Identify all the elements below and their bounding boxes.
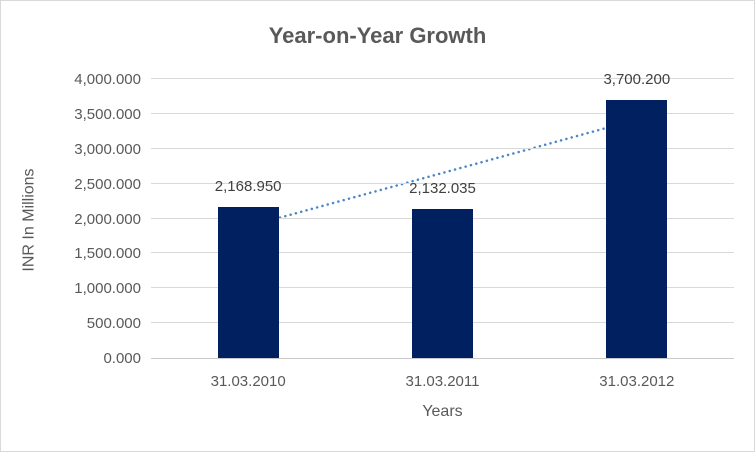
- bar-31.03.2011: [412, 209, 473, 358]
- bar-data-label: 3,700.200: [603, 70, 671, 88]
- x-axis-tick-label: 31.03.2010: [210, 373, 286, 390]
- bar-data-label: 2,168.950: [214, 177, 282, 195]
- bar-31.03.2010: [217, 206, 279, 358]
- gridline: [151, 78, 734, 79]
- y-axis-tick-label: 1,500.000: [74, 245, 141, 263]
- gridline: [151, 112, 734, 114]
- x-axis-title: Years: [422, 403, 463, 420]
- x-axis-tick-label: 31.03.2012: [599, 373, 675, 390]
- bar-31.03.2012: [606, 99, 668, 358]
- chart-title: Year-on-Year Growth: [268, 23, 487, 48]
- y-axis-tick-label: 3,000.000: [74, 140, 141, 158]
- y-axis-tick-label: 2,000.000: [74, 210, 141, 228]
- y-axis-tick-label: 1,000.000: [74, 280, 141, 298]
- y-axis-tick-label: 0.000: [103, 350, 141, 367]
- gridline: [151, 182, 734, 184]
- x-axis-tick-label: 31.03.2011: [405, 373, 480, 390]
- y-axis-tick-label: 500.000: [86, 315, 141, 333]
- bar-data-label: 2,132.035: [409, 180, 476, 198]
- gridline: [151, 147, 734, 149]
- trendline: [246, 118, 639, 228]
- trendline-path: [246, 118, 639, 228]
- y-axis-tick-label: 2,500.000: [74, 175, 141, 193]
- y-axis-tick-label: 3,500.000: [74, 105, 141, 123]
- plot-area: 2,168.950 2,132.035 3,700.200: [151, 71, 734, 359]
- y-axis-tick-label: 4,000.000: [74, 71, 141, 88]
